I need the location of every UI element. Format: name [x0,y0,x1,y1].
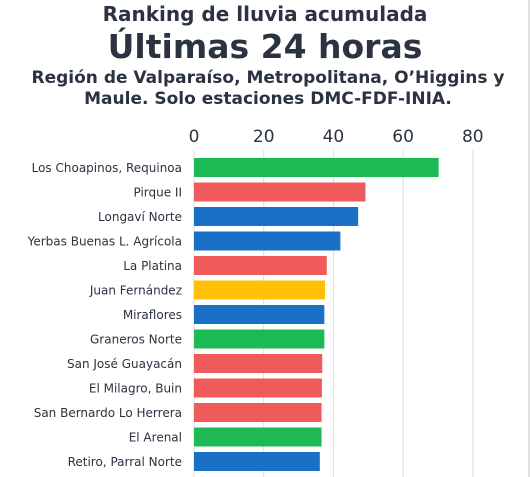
bar [194,329,325,349]
category-label: El Arenal [129,431,182,445]
bar [194,378,322,398]
bar [194,305,325,324]
category-label: Pirque II [133,186,182,200]
category-label: San José Guayacán [67,357,182,371]
x-tick-label: 60 [392,127,414,147]
category-label: Graneros Norte [90,333,182,347]
x-tick-label: 40 [323,127,345,147]
category-label: Juan Fernández [89,284,182,298]
x-tick-label: 20 [253,127,275,147]
category-label: San Bernardo Lo Herrera [34,406,182,420]
chart-region: Región de Valparaíso, Metropolitana, O’H… [31,68,505,109]
category-label: Longaví Norte [98,210,182,224]
category-label: La Platina [123,259,182,273]
bar [194,182,366,202]
bar [194,280,326,300]
x-tick-label: 80 [462,127,484,147]
bar [194,256,327,275]
chart-title: Ranking de lluvia acumulada [102,2,428,26]
x-tick-label: 0 [189,127,200,147]
chart-subtitle: Últimas 24 horas [107,27,423,66]
category-label: El Milagro, Buin [89,382,182,396]
category-label: Yerbas Buenas L. Agrícola [27,235,182,249]
bar [194,207,359,226]
category-label: Retiro, Parral Norte [68,455,182,469]
right-frame-line [528,0,530,477]
bar [194,427,322,447]
bar [194,403,322,422]
bar [194,354,323,373]
bar [194,452,320,471]
category-label: Los Choapinos, Requinoa [32,161,182,175]
bar [194,231,341,251]
bar [194,158,439,177]
category-label: Miraflores [123,308,182,322]
